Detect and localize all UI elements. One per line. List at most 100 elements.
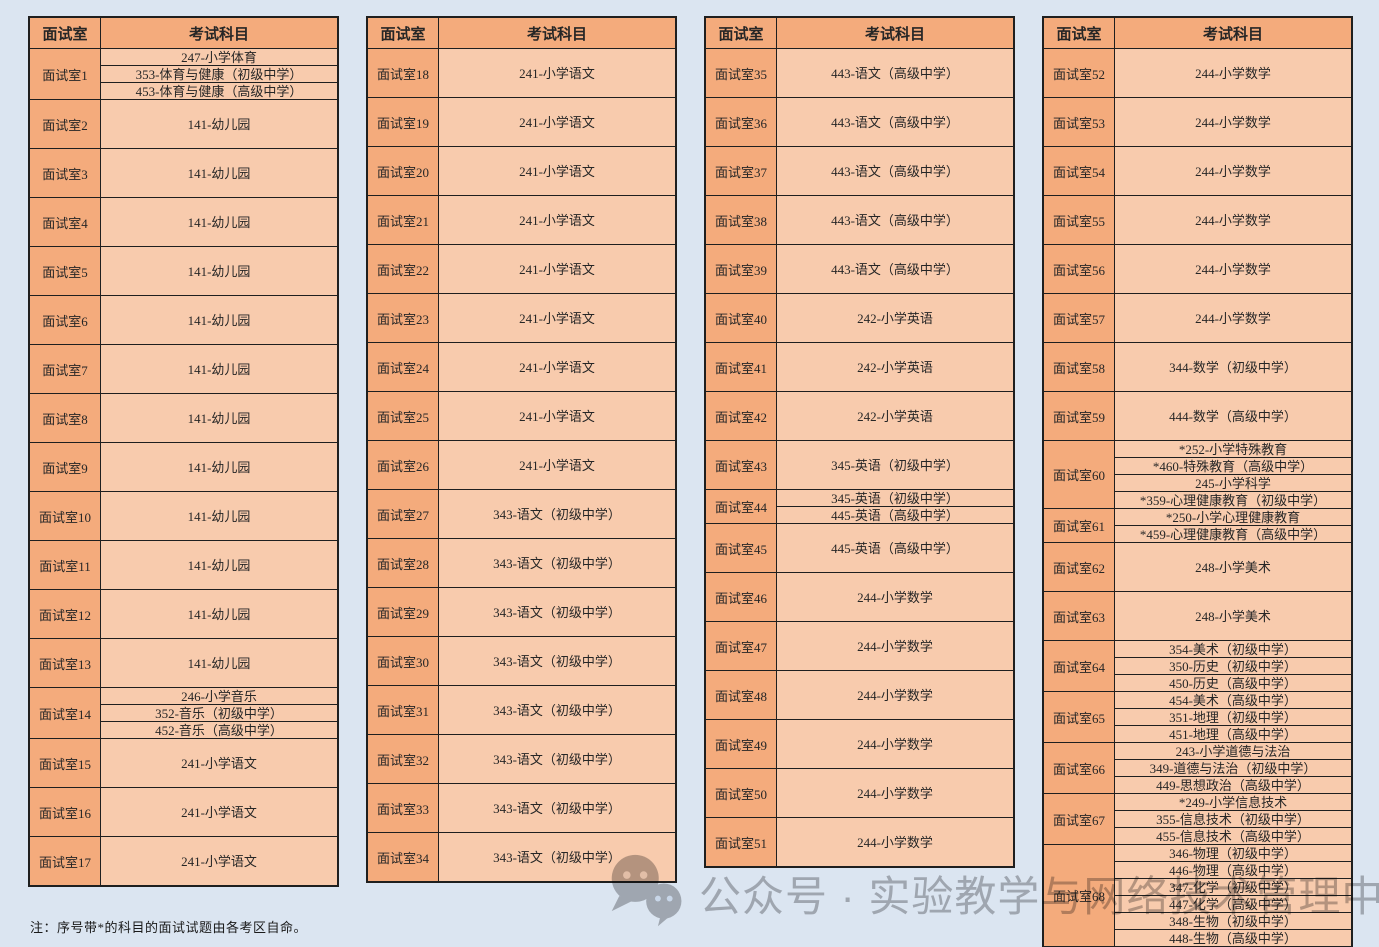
room-cell: 面试室53: [1044, 98, 1115, 146]
subject-cell: 449-思想政治（高级中学）: [1115, 776, 1351, 793]
room-row: 面试室65 454-美术（高级中学） 351-地理（初级中学） 451-地理（高级中学…: [1044, 691, 1351, 742]
subject-cells: 244-小学数学: [1115, 98, 1351, 146]
table-header-row: 面试室 考试科目: [30, 18, 337, 48]
room-cell: 面试室18: [368, 49, 439, 97]
subject-cell: 241-小学语文: [181, 804, 257, 820]
subject-cell: 243-小学道德与法治: [1175, 743, 1291, 759]
subject-cell: 350-历史（初级中学）: [1115, 657, 1351, 674]
room-row: 面试室9 141-幼儿园: [30, 442, 337, 491]
subject-cells: 246-小学音乐 352-音乐（初级中学） 452-音乐（高级中学）: [101, 688, 337, 738]
room-cell: 面试室45: [706, 524, 777, 572]
subject-cell: 244-小学数学: [1195, 261, 1271, 277]
room-row: 面试室16 241-小学语文: [30, 787, 337, 836]
subject-cells: 141-幼儿园: [101, 345, 337, 393]
room-row: 面试室39 443-语文（高级中学）: [706, 244, 1013, 293]
room-cell: 面试室68: [1044, 845, 1115, 946]
room-cell: 面试室67: [1044, 794, 1115, 844]
room-cell: 面试室59: [1044, 392, 1115, 440]
room-cell: 面试室60: [1044, 441, 1115, 508]
room-cell: 面试室50: [706, 769, 777, 817]
subject-cells: 241-小学语文: [439, 294, 675, 342]
schedule-table-2: 面试室 考试科目 面试室18 241-小学语文 面试室19 241-小学语文 面试室20 24…: [366, 16, 677, 883]
subject-cells: 141-幼儿园: [101, 639, 337, 687]
room-cell: 面试室16: [30, 788, 101, 836]
room-cell: 面试室7: [30, 345, 101, 393]
room-cell: 面试室46: [706, 573, 777, 621]
room-row: 面试室40 242-小学英语: [706, 293, 1013, 342]
subject-cell: 141-幼儿园: [187, 214, 251, 230]
subject-cell: 141-幼儿园: [187, 165, 251, 181]
subject-cell: 242-小学英语: [857, 359, 933, 375]
subject-cells: 354-美术（初级中学） 350-历史（初级中学） 450-历史（高级中学）: [1115, 641, 1351, 691]
subject-cell: 343-语文（初级中学）: [493, 800, 621, 816]
subject-cells: 343-语文（初级中学）: [439, 490, 675, 538]
subject-cells: 242-小学英语: [777, 392, 1013, 440]
subject-cell: 241-小学语文: [519, 457, 595, 473]
subject-cell: 141-幼儿园: [187, 312, 251, 328]
subject-cell: 453-体育与健康（高级中学）: [101, 82, 337, 99]
room-row: 面试室32 343-语文（初级中学）: [368, 734, 675, 783]
subject-cell: 443-语文（高级中学）: [831, 114, 959, 130]
subject-cell: 348-生物（初级中学）: [1115, 912, 1351, 929]
subject-cell: 443-语文（高级中学）: [831, 163, 959, 179]
room-row: 面试室45 445-英语（高级中学）: [706, 523, 1013, 572]
subject-cells: 141-幼儿园: [101, 247, 337, 295]
subject-cell: 454-美术（高级中学）: [1169, 692, 1297, 708]
subject-cells: 454-美术（高级中学） 351-地理（初级中学） 451-地理（高级中学）: [1115, 692, 1351, 742]
subject-cell: 244-小学数学: [1195, 212, 1271, 228]
subject-cells: 241-小学语文: [439, 196, 675, 244]
subject-cell: 244-小学数学: [1195, 310, 1271, 326]
room-row: 面试室61 *250-小学心理健康教育 *459-心理健康教育（高级中学）: [1044, 508, 1351, 542]
room-row: 面试室59 444-数学（高级中学）: [1044, 391, 1351, 440]
room-row: 面试室49 244-小学数学: [706, 719, 1013, 768]
subject-cell: *249-小学信息技术: [1178, 794, 1288, 810]
room-row: 面试室53 244-小学数学: [1044, 97, 1351, 146]
subject-cells: 443-语文（高级中学）: [777, 98, 1013, 146]
room-row: 面试室55 244-小学数学: [1044, 195, 1351, 244]
room-row: 面试室2 141-幼儿园: [30, 99, 337, 148]
subject-cells: 241-小学语文: [439, 49, 675, 97]
room-row: 面试室5 141-幼儿园: [30, 246, 337, 295]
subject-cells: 243-小学道德与法治 349-道德与法治（初级中学） 449-思想政治（高级中学）: [1115, 743, 1351, 793]
subject-cells: 248-小学美术: [1115, 592, 1351, 640]
subject-cells: *252-小学特殊教育 *460-特殊教育（高级中学） 245-小学科学 *359-心…: [1115, 441, 1351, 508]
room-row: 面试室7 141-幼儿园: [30, 344, 337, 393]
subject-cell: 246-小学音乐: [181, 688, 257, 704]
subject-cells: 445-英语（高级中学）: [777, 524, 1013, 572]
subject-cell: 141-幼儿园: [187, 655, 251, 671]
subject-cells: 345-英语（初级中学） 445-英语（高级中学）: [777, 490, 1013, 523]
subject-cells: 141-幼儿园: [101, 590, 337, 638]
subject-cell: 343-语文（初级中学）: [493, 506, 621, 522]
room-cell: 面试室17: [30, 837, 101, 885]
subject-cells: *250-小学心理健康教育 *459-心理健康教育（高级中学）: [1115, 509, 1351, 542]
room-row: 面试室34 343-语文（初级中学）: [368, 832, 675, 881]
room-row: 面试室20 241-小学语文: [368, 146, 675, 195]
room-cell: 面试室48: [706, 671, 777, 719]
room-row: 面试室33 343-语文（初级中学）: [368, 783, 675, 832]
subject-cell: 241-小学语文: [181, 755, 257, 771]
subject-column-header: 考试科目: [188, 26, 249, 43]
room-cell: 面试室22: [368, 245, 439, 293]
subject-cells: 244-小学数学: [1115, 294, 1351, 342]
subject-cell: 444-数学（高级中学）: [1169, 408, 1297, 424]
subject-cell: 241-小学语文: [519, 65, 595, 81]
room-column-header: 面试室: [706, 18, 777, 48]
room-cell: 面试室62: [1044, 543, 1115, 591]
room-cell: 面试室21: [368, 196, 439, 244]
subject-cells: 241-小学语文: [439, 343, 675, 391]
room-cell: 面试室30: [368, 637, 439, 685]
room-cell: 面试室66: [1044, 743, 1115, 793]
subject-cell: 244-小学数学: [857, 736, 933, 752]
subject-cell: 141-幼儿园: [187, 508, 251, 524]
table-header-row: 面试室 考试科目: [368, 18, 675, 48]
room-cell: 面试室37: [706, 147, 777, 195]
room-row: 面试室51 244-小学数学: [706, 817, 1013, 866]
room-cell: 面试室39: [706, 245, 777, 293]
room-row: 面试室3 141-幼儿园: [30, 148, 337, 197]
subject-cell: 141-幼儿园: [187, 116, 251, 132]
room-cell: 面试室26: [368, 441, 439, 489]
room-cell: 面试室54: [1044, 147, 1115, 195]
subject-cell: 455-信息技术（高级中学）: [1115, 827, 1351, 844]
subject-cells: 244-小学数学: [1115, 196, 1351, 244]
